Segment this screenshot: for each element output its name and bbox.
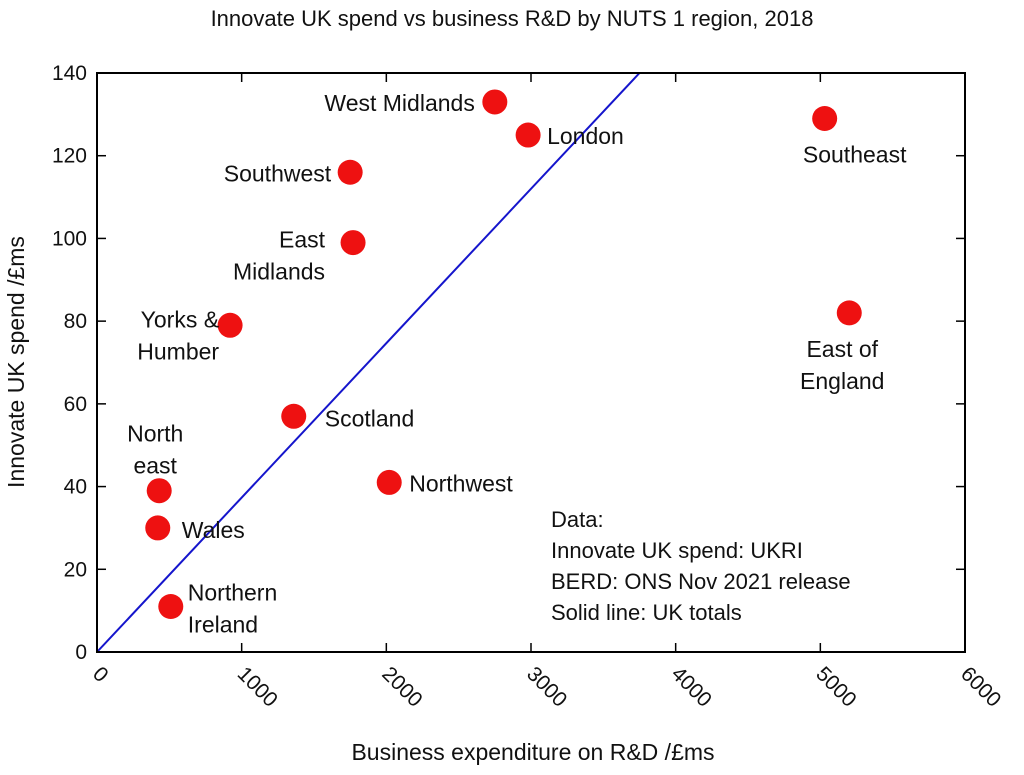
x-tick-label: 0 <box>88 662 113 687</box>
data-point <box>836 300 862 326</box>
x-tick-label: 4000 <box>667 662 716 711</box>
y-tick-label: 140 <box>52 62 87 85</box>
point-label: Ireland <box>188 612 258 638</box>
x-axis-label: Business expenditure on R&D /£ms <box>351 739 714 765</box>
x-tick-label: 5000 <box>811 662 860 711</box>
y-tick-label: 80 <box>64 310 87 333</box>
source-note-line: Solid line: UK totals <box>551 600 742 625</box>
data-point <box>812 105 838 131</box>
source-note-line: Data: <box>551 507 604 532</box>
data-point <box>337 159 363 185</box>
data-point <box>376 469 402 495</box>
data-point <box>482 89 508 115</box>
y-tick-label: 0 <box>75 641 87 664</box>
point-label: Northern <box>188 580 277 606</box>
point-label: West Midlands <box>324 90 474 116</box>
point-label: East of <box>806 336 878 362</box>
point-label: Midlands <box>233 259 325 285</box>
source-note-line: Innovate UK spend: UKRI <box>551 538 803 563</box>
data-point <box>145 515 171 541</box>
y-tick-label: 100 <box>52 227 87 250</box>
point-label: Southwest <box>224 160 332 186</box>
x-tick-label: 2000 <box>377 662 426 711</box>
y-tick-label: 20 <box>64 558 87 581</box>
y-axis-label: Innovate UK spend /£ms <box>3 236 29 488</box>
x-tick-label: 6000 <box>956 662 1005 711</box>
y-tick-label: 60 <box>64 393 87 416</box>
data-point <box>281 403 307 429</box>
x-tick-label: 3000 <box>522 662 571 711</box>
data-point <box>158 594 184 620</box>
point-label: Yorks & <box>141 306 219 332</box>
point-label: Scotland <box>325 405 415 431</box>
point-label: Humber <box>137 338 219 364</box>
source-note-line: BERD: ONS Nov 2021 release <box>551 569 851 594</box>
point-label: Northwest <box>409 470 513 496</box>
chart-title: Innovate UK spend vs business R&D by NUT… <box>211 6 814 31</box>
point-label: North <box>127 421 183 447</box>
x-tick-label: 1000 <box>233 662 282 711</box>
point-label: east <box>133 453 177 479</box>
y-tick-label: 40 <box>64 476 87 499</box>
point-label: East <box>279 227 326 253</box>
point-label: London <box>547 123 624 149</box>
point-label: Wales <box>182 517 245 543</box>
point-label: England <box>800 368 884 394</box>
data-point <box>146 478 172 504</box>
data-point <box>217 312 243 338</box>
data-point <box>340 230 366 256</box>
y-tick-label: 120 <box>52 145 87 168</box>
data-point <box>515 122 541 148</box>
uk-totals-line <box>96 72 641 653</box>
point-label: Southeast <box>803 141 907 167</box>
